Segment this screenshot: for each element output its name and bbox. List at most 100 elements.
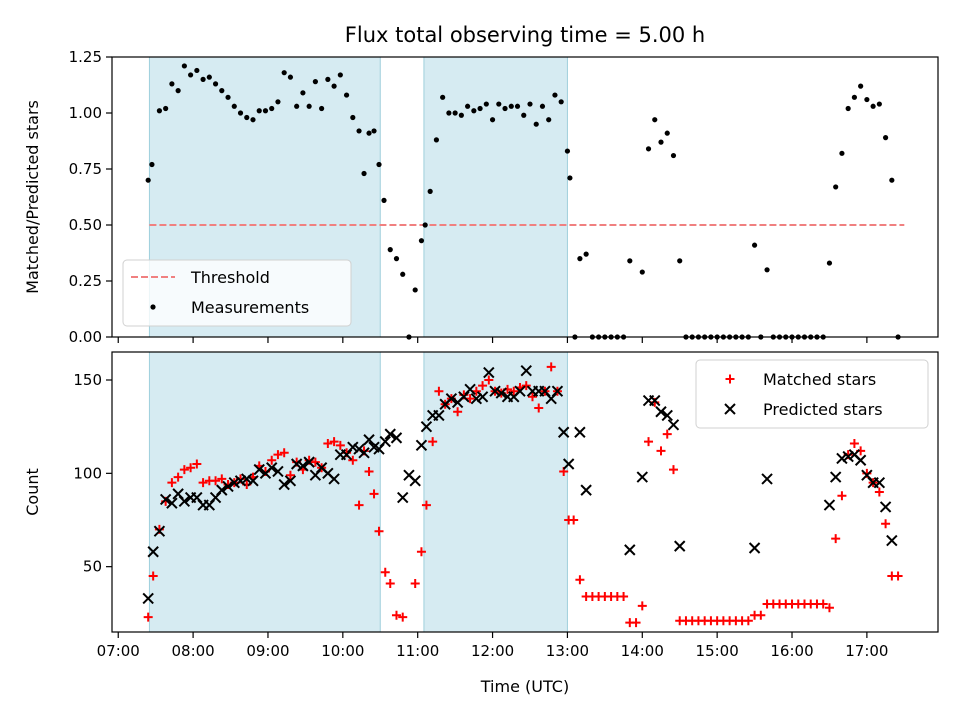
data-point: [328, 473, 340, 485]
data-point: [231, 103, 237, 109]
legend-label-threshold: Threshold: [190, 268, 270, 287]
data-point: [667, 419, 680, 431]
panel-counts: 50 100 150 07:00 08:00 09:00 10:00 11:00 12:00 13…: [23, 351, 939, 696]
data-point: [319, 105, 325, 112]
y-axis-label: Count: [23, 468, 42, 516]
data-point: [415, 439, 428, 452]
data-point: [421, 500, 431, 510]
data-point: [312, 79, 318, 85]
data-point: [619, 592, 629, 602]
x-tick-label: 07:00: [97, 642, 140, 660]
data-point: [476, 391, 489, 403]
data-point: [639, 269, 645, 275]
data-point: [275, 99, 281, 105]
data-point: [662, 429, 672, 439]
data-point: [761, 473, 773, 485]
data-point: [343, 92, 350, 98]
data-point: [244, 114, 250, 121]
data-point: [428, 437, 438, 447]
data-point: [285, 470, 295, 480]
data-point: [179, 465, 189, 475]
data-point: [851, 94, 858, 100]
data-point: [142, 592, 154, 605]
data-point: [674, 540, 686, 552]
x-tick-label: 09:00: [246, 642, 289, 660]
data-point: [557, 426, 570, 438]
data-point: [194, 67, 200, 74]
legend-swatch-predicted: [724, 403, 736, 415]
data-point: [363, 434, 375, 446]
y-tick-label: 0.25: [69, 272, 102, 290]
data-point: [354, 500, 364, 510]
data-point: [269, 105, 275, 112]
data-point: [445, 392, 458, 405]
x-tick-label: 08:00: [171, 642, 214, 660]
data-point: [267, 455, 277, 465]
data-point: [495, 387, 508, 399]
data-point: [658, 139, 664, 145]
data-point: [508, 103, 514, 109]
data-point: [539, 103, 546, 109]
data-point: [178, 495, 191, 508]
data-point: [347, 441, 359, 453]
data-point: [434, 386, 444, 396]
data-point: [533, 121, 539, 127]
data-point: [886, 534, 898, 547]
data-point: [374, 526, 384, 536]
data-point: [470, 392, 483, 405]
data-point: [234, 475, 247, 487]
data-point: [546, 117, 552, 123]
data-point: [325, 76, 331, 82]
data-point: [552, 92, 558, 98]
data-point: [670, 152, 677, 159]
data-point: [514, 103, 521, 109]
data-point: [278, 478, 290, 491]
data-point: [398, 612, 408, 622]
data-point: [361, 170, 367, 177]
data-point: [577, 256, 583, 262]
data-point: [842, 450, 854, 463]
data-point: [237, 110, 244, 116]
data-point: [521, 381, 531, 391]
data-point: [483, 101, 489, 107]
data-point: [329, 437, 339, 447]
data-point: [489, 117, 496, 123]
data-point: [156, 108, 163, 114]
data-point: [484, 375, 494, 385]
data-point: [211, 476, 221, 486]
data-point: [764, 267, 770, 273]
data-point: [247, 475, 259, 487]
data-point: [527, 101, 533, 107]
data-point: [574, 426, 586, 438]
axes-frame: [111, 351, 939, 633]
shaded-region: [423, 56, 568, 338]
data-point: [882, 135, 889, 141]
data-point: [153, 525, 166, 537]
data-point: [677, 258, 683, 264]
data-point: [839, 150, 845, 156]
data-point: [873, 476, 886, 489]
data-point: [874, 487, 884, 497]
data-point: [881, 519, 891, 529]
data-point: [410, 578, 420, 588]
data-point: [216, 484, 228, 496]
legend: Threshold Measurements: [122, 259, 352, 327]
data-point: [478, 381, 488, 391]
data-point: [661, 409, 673, 422]
data-point: [837, 491, 847, 501]
data-point: [627, 258, 633, 264]
data-point: [323, 438, 333, 448]
data-point: [854, 454, 867, 466]
data-point: [580, 484, 592, 496]
legend-label-predicted: Predicted stars: [763, 400, 883, 419]
data-point: [453, 407, 463, 417]
data-point: [149, 161, 155, 168]
data-point: [253, 463, 265, 476]
data-point: [649, 394, 661, 407]
data-point: [376, 161, 382, 168]
data-point: [384, 428, 396, 440]
data-point: [833, 184, 839, 190]
data-point: [644, 437, 654, 447]
data-point: [393, 256, 400, 262]
data-point: [381, 197, 387, 203]
